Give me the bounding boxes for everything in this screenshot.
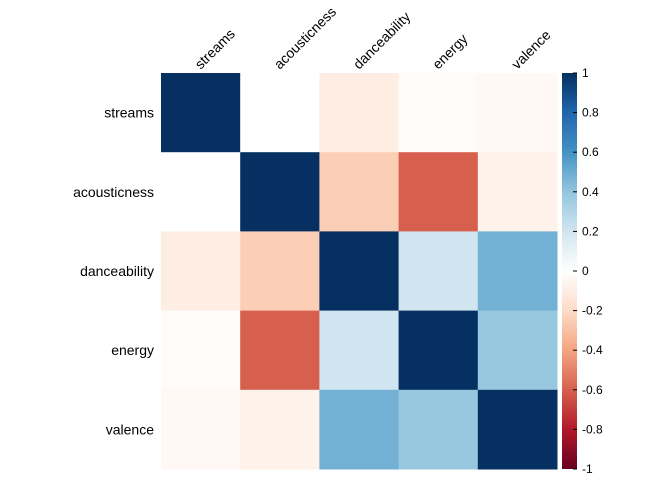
colorbar-tick-label: -0.6 (582, 383, 603, 397)
colorbar: 1 0.8 0.6 0.4 0.2 0 -0.2 -0.4 -0.6 -0.8 -1 (562, 66, 603, 476)
heatmap-cell-valence-valence (477, 389, 558, 470)
colorbar-tick-label: -0.4 (582, 343, 603, 357)
heatmap-cell-streams-valence (477, 73, 558, 153)
column-label-streams: streams (191, 26, 238, 73)
row-label-energy: energy (111, 342, 154, 358)
colorbar-tick-label: 0.4 (582, 185, 599, 199)
heatmap-cell-acousticness-streams (161, 152, 241, 232)
colorbar-tick-label: 0.2 (582, 224, 599, 238)
heatmap-cells (161, 73, 558, 470)
heatmap-cell-valence-acousticness (240, 389, 320, 470)
colorbar-tick-label: -0.8 (582, 422, 603, 436)
column-label-acousticness: acousticness (271, 4, 340, 73)
heatmap-cell-valence-danceability (319, 389, 400, 470)
row-label-streams: streams (104, 105, 154, 121)
colorbar-tick-label: 0.8 (582, 106, 599, 120)
row-label-valence: valence (106, 421, 154, 437)
colorbar-tick-label: 1 (582, 66, 589, 80)
colorbar-gradient (562, 73, 577, 469)
row-label-acousticness: acousticness (73, 184, 154, 200)
heatmap-cell-acousticness-danceability (319, 152, 400, 232)
heatmap-cell-energy-energy (398, 310, 479, 391)
heatmap-cell-streams-streams (161, 73, 241, 153)
column-labels: streams acousticness danceability energy val… (191, 4, 553, 73)
colorbar-tick-label: 0 (582, 264, 589, 278)
heatmap-cell-valence-energy (398, 389, 479, 470)
heatmap-cell-danceability-energy (398, 231, 479, 312)
heatmap-cell-energy-valence (477, 310, 558, 391)
heatmap-cell-acousticness-energy (398, 152, 479, 232)
heatmap-cell-streams-danceability (319, 73, 400, 153)
heatmap-cell-danceability-streams (161, 231, 241, 312)
heatmap-cell-energy-danceability (319, 310, 400, 391)
colorbar-tick-label: 0.6 (582, 145, 599, 159)
row-labels: streams acousticness danceability energy val… (73, 105, 154, 438)
column-label-danceability: danceability (350, 9, 414, 73)
heatmap-cell-valence-streams (161, 389, 241, 470)
heatmap-cell-danceability-acousticness (240, 231, 320, 312)
heatmap-cell-energy-streams (161, 310, 241, 391)
heatmap-cell-energy-acousticness (240, 310, 320, 391)
heatmap-cell-danceability-danceability (319, 231, 400, 312)
column-label-valence: valence (508, 27, 554, 73)
heatmap-cell-acousticness-valence (477, 152, 558, 232)
heatmap-cell-danceability-valence (477, 231, 558, 312)
row-label-danceability: danceability (80, 263, 154, 279)
heatmap-cell-streams-energy (398, 73, 479, 153)
colorbar-tick-label: -1 (582, 462, 593, 476)
colorbar-tick-label: -0.2 (582, 304, 603, 318)
heatmap-cell-streams-acousticness (240, 73, 320, 153)
heatmap-cell-acousticness-acousticness (240, 152, 320, 232)
column-label-energy: energy (429, 31, 471, 73)
